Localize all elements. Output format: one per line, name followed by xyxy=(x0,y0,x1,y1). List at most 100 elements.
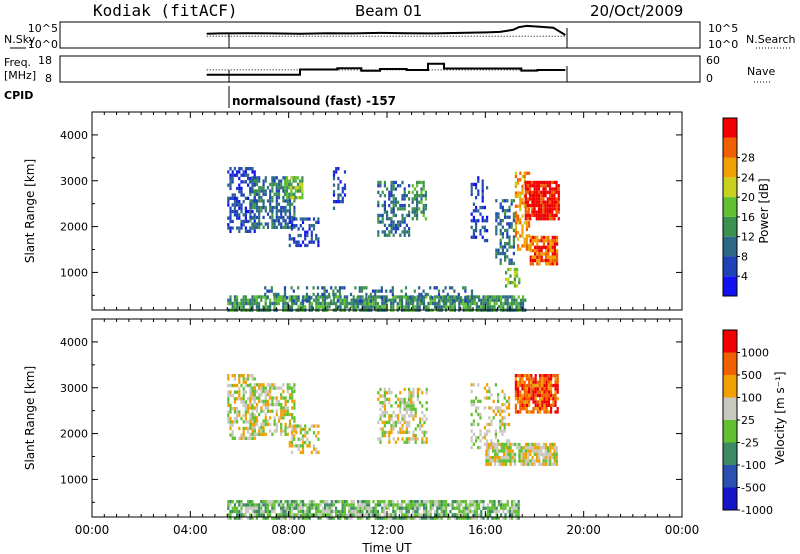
heatmap-cell xyxy=(469,301,472,306)
heatmap-cell xyxy=(390,404,393,408)
heatmap-cell xyxy=(423,305,426,309)
heatmap-cell xyxy=(275,189,278,193)
heatmap-cell xyxy=(269,393,272,397)
heatmap-cell xyxy=(299,186,302,190)
heatmap-cell xyxy=(379,295,382,299)
heatmap-cell xyxy=(269,383,272,387)
heatmap-cell xyxy=(275,209,278,213)
heatmap-cell xyxy=(238,380,241,384)
heatmap-cell xyxy=(260,186,263,190)
heatmap-cell xyxy=(519,171,522,175)
heatmap-cell xyxy=(396,301,399,306)
heatmap-cell xyxy=(390,414,393,418)
heatmap-cell xyxy=(421,410,424,415)
heatmap-cell xyxy=(401,503,404,507)
heatmap-cell xyxy=(317,431,320,435)
heatmap-cell xyxy=(492,409,495,413)
heatmap-cell xyxy=(293,406,296,410)
heatmap-cell xyxy=(381,230,384,234)
heatmap-cell xyxy=(394,420,397,425)
heatmap-cell xyxy=(247,176,250,181)
heatmap-cell xyxy=(478,506,481,510)
heatmap-cell xyxy=(301,179,304,183)
heatmap-cell xyxy=(383,404,386,408)
heatmap-cell xyxy=(253,423,256,427)
heatmap-cell xyxy=(545,380,548,384)
heatmap-cell xyxy=(405,298,408,302)
heatmap-cell xyxy=(255,202,259,206)
heatmap-cell xyxy=(551,187,554,191)
heatmap-cell xyxy=(297,437,300,441)
heatmap-cell xyxy=(531,213,534,218)
heatmap-cell xyxy=(253,202,256,206)
heatmap-cell xyxy=(481,189,484,193)
heatmap-cell xyxy=(422,194,425,198)
heatmap-cell xyxy=(308,305,311,309)
heatmap-cell xyxy=(306,243,309,248)
heatmap-cell xyxy=(499,258,502,262)
heatmap-cell xyxy=(326,506,329,510)
heatmap-cell xyxy=(244,209,247,214)
heatmap-cell xyxy=(244,298,247,302)
heatmap-cell xyxy=(531,239,534,243)
heatmap-cell xyxy=(421,404,424,408)
heatmap-cell xyxy=(513,301,516,306)
heatmap-cell xyxy=(423,298,426,302)
heatmap-cell xyxy=(487,446,490,450)
heatmap-cell xyxy=(275,212,278,216)
heatmap-cell xyxy=(407,298,410,302)
heatmap-cell xyxy=(528,221,531,225)
heatmap-cell xyxy=(541,390,544,394)
heatmap-cell xyxy=(470,445,473,450)
heatmap-cell xyxy=(288,513,291,517)
heatmap-cell xyxy=(491,442,495,447)
heatmap-cell xyxy=(489,509,492,514)
heatmap-cell xyxy=(390,207,393,211)
heatmap-cell xyxy=(357,506,360,510)
heatmap-cell xyxy=(345,299,348,303)
heatmap-cell xyxy=(260,393,263,397)
heatmap-cell xyxy=(382,296,386,300)
heatmap-cell xyxy=(394,414,397,418)
heatmap-cell xyxy=(242,377,245,381)
heatmap-cell xyxy=(528,374,531,378)
heatmap-cell xyxy=(549,462,552,466)
heatmap-cell xyxy=(233,516,236,520)
heatmap-cell xyxy=(251,205,254,210)
heatmap-cell xyxy=(423,506,426,510)
heatmap-cell xyxy=(444,286,447,290)
heatmap-cell xyxy=(266,500,269,504)
heatmap-cell xyxy=(379,500,382,504)
heatmap-cell xyxy=(236,509,239,514)
heatmap-cell xyxy=(295,217,298,221)
heatmap-cell xyxy=(416,194,419,198)
heatmap-cell xyxy=(249,219,252,223)
heatmap-cell xyxy=(528,171,531,175)
heatmap-cell xyxy=(440,506,443,510)
heatmap-cell xyxy=(255,301,258,306)
heatmap-cell xyxy=(295,513,298,517)
heatmap-cell xyxy=(501,235,504,239)
heatmap-cell xyxy=(453,500,456,504)
heatmap-cell xyxy=(282,186,285,190)
heatmap-cell xyxy=(533,442,536,447)
heatmap-cell xyxy=(522,298,525,302)
heatmap-cell xyxy=(413,197,416,201)
heatmap-cell xyxy=(337,186,340,191)
heatmap-cell xyxy=(286,389,289,394)
heatmap-cell xyxy=(343,286,346,290)
heatmap-cell xyxy=(387,513,390,517)
heatmap-cell xyxy=(286,209,289,213)
heatmap-cell xyxy=(255,298,258,302)
heatmap-cell xyxy=(482,503,485,507)
heatmap-cell xyxy=(394,401,397,405)
heatmap-cell xyxy=(440,500,443,504)
heatmap-cell xyxy=(464,296,467,300)
heatmap-cell xyxy=(540,245,543,249)
heatmap-cell xyxy=(438,305,441,309)
heatmap-cell xyxy=(348,513,351,517)
heatmap-cell xyxy=(242,374,245,378)
heatmap-cell xyxy=(358,286,361,290)
heatmap-cell xyxy=(521,374,524,378)
heatmap-cell xyxy=(491,500,494,504)
